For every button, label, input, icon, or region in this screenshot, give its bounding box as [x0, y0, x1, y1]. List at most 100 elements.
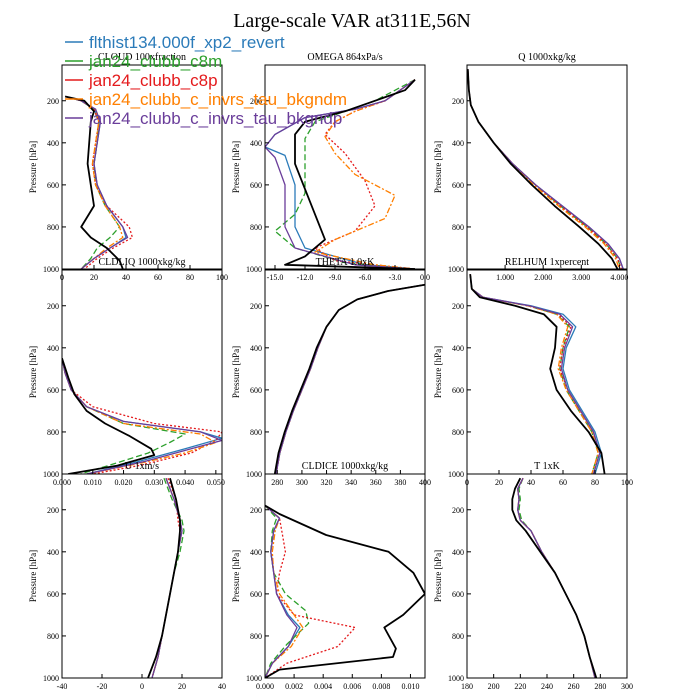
y-tick-label: 200: [47, 97, 59, 106]
panel-title: U 1xm/s: [125, 461, 159, 472]
series-line-5: [273, 283, 425, 474]
series-line-2: [467, 69, 622, 269]
legend-entry: jan24_clubb_c8m: [65, 52, 222, 71]
series-line-4: [265, 505, 298, 678]
x-tick-label: 0.010: [84, 478, 102, 487]
x-tick-label: 60: [559, 478, 567, 487]
series-line-5: [511, 477, 598, 678]
x-tick-label: -20: [97, 682, 108, 691]
y-tick-label: 200: [250, 97, 262, 106]
y-tick-label: 1000: [43, 674, 59, 683]
y-tick-label: 600: [452, 386, 464, 395]
y-tick-label: 200: [250, 506, 262, 515]
y-axis-label: Pressure [hPa]: [28, 346, 38, 398]
series-line-3: [517, 477, 596, 678]
y-tick-label: 800: [250, 223, 262, 232]
x-tick-label: -40: [57, 682, 68, 691]
series-line-2: [469, 274, 601, 474]
series-line-5: [147, 477, 181, 678]
y-tick-label: 1000: [246, 265, 262, 274]
panel-1: -15.0 -12.0 -9.0 -6.0 -3.0 0.0200400600800100…: [231, 52, 430, 282]
x-tick-label: 280: [594, 682, 606, 691]
panel-3: 0.000 0.010 0.020 0.030 0.040 0.0502004006008…: [28, 257, 225, 487]
y-tick-label: 400: [452, 139, 464, 148]
y-tick-label: 1000: [43, 470, 59, 479]
panel-title: Q 1000xkg/kg: [518, 52, 576, 63]
x-tick-label: 340: [345, 478, 357, 487]
series-group: [511, 477, 598, 678]
x-tick-label: 320: [321, 478, 333, 487]
x-tick-label: 40: [122, 273, 130, 282]
panel-4: 280 300 320 340 360 380 4002004006008001000Pre…: [231, 257, 431, 487]
panel-2: 1.000 2.000 3.000 4.000 200 400 600 800 1000 Pres…: [433, 52, 628, 282]
panel-6: -40 -20 0 20 40 200 400 600 800 1000 Pressure [hPa…: [28, 461, 226, 691]
y-tick-label: 200: [250, 302, 262, 311]
y-tick-label: 400: [250, 139, 262, 148]
series-group: [265, 504, 425, 678]
series-line-1: [151, 477, 185, 678]
y-tick-label: 600: [47, 386, 59, 395]
y-tick-label: 400: [47, 139, 59, 148]
y-tick-label: 800: [47, 223, 59, 232]
y-tick-label: 800: [250, 632, 262, 641]
series-group: [62, 358, 222, 474]
panel-7: 0.000 0.002 0.004 0.006 0.008 0.010 200 400 600 8…: [231, 461, 426, 691]
series-line-3: [314, 79, 416, 269]
y-tick-label: 600: [250, 181, 262, 190]
series-line-4: [65, 95, 129, 269]
plot-frame: [264, 269, 426, 475]
legend-entry: jan24_clubb_c_invrs_tau_bkgndm: [65, 90, 347, 109]
y-tick-label: 600: [452, 590, 464, 599]
y-tick-label: 200: [452, 302, 464, 311]
panel-title: CLDICE 1000xkg/kg: [302, 461, 388, 472]
y-tick-label: 600: [250, 590, 262, 599]
y-tick-label: 400: [452, 548, 464, 557]
plot-frame: [466, 64, 628, 270]
legend-label: flthist134.000f_xp2_revert: [89, 33, 285, 52]
plot-frame: [466, 473, 628, 679]
y-tick-label: 400: [250, 548, 262, 557]
plot-frame: [61, 64, 223, 270]
series-line-5: [469, 274, 606, 474]
plot-frame: [61, 473, 223, 679]
y-tick-label: 600: [452, 181, 464, 190]
series-group: [65, 95, 134, 269]
legend-label: jan24_clubb_c_invrs_tau_bkgndm: [88, 90, 347, 109]
y-tick-label: 200: [452, 506, 464, 515]
x-tick-label: 20: [90, 273, 98, 282]
x-tick-label: 0.050: [207, 478, 225, 487]
panel-8: 180 200 220 240 260 280 300 200 400 600 800 1000 Pre…: [433, 461, 633, 691]
panel-title: CLDLIQ 1000xkg/kg: [99, 257, 186, 268]
series-line-0: [62, 358, 222, 474]
series-line-5: [284, 79, 416, 269]
x-tick-label: 1.000: [496, 273, 514, 282]
series-line-4: [275, 284, 425, 474]
y-tick-label: 800: [452, 428, 464, 437]
panel-title: OMEGA 864xPa/s: [307, 52, 382, 63]
x-tick-label: 300: [621, 682, 633, 691]
x-tick-label: 0: [140, 682, 144, 691]
y-axis-label: Pressure [hPa]: [433, 141, 443, 193]
x-tick-label: 0.006: [343, 682, 361, 691]
y-tick-label: 400: [250, 344, 262, 353]
y-tick-label: 600: [250, 386, 262, 395]
plot-frame: [264, 64, 426, 270]
series-line-1: [467, 69, 622, 269]
legend-entry: jan24_clubb_c8p: [65, 71, 218, 90]
series-line-3: [467, 69, 621, 269]
y-axis-label: Pressure [hPa]: [231, 141, 241, 193]
x-tick-label: 40: [218, 682, 226, 691]
x-tick-label: 0.000: [256, 682, 274, 691]
x-tick-label: 0.008: [372, 682, 390, 691]
x-tick-label: 3.000: [572, 273, 590, 282]
series-line-2: [265, 505, 356, 678]
x-tick-label: 380: [394, 478, 406, 487]
series-line-4: [467, 69, 624, 269]
panel-title: T 1xK: [534, 461, 560, 472]
x-tick-label: 20: [495, 478, 503, 487]
y-axis-label: Pressure [hPa]: [433, 346, 443, 398]
x-tick-label: -3.0: [389, 273, 402, 282]
y-tick-label: 1000: [448, 265, 464, 274]
